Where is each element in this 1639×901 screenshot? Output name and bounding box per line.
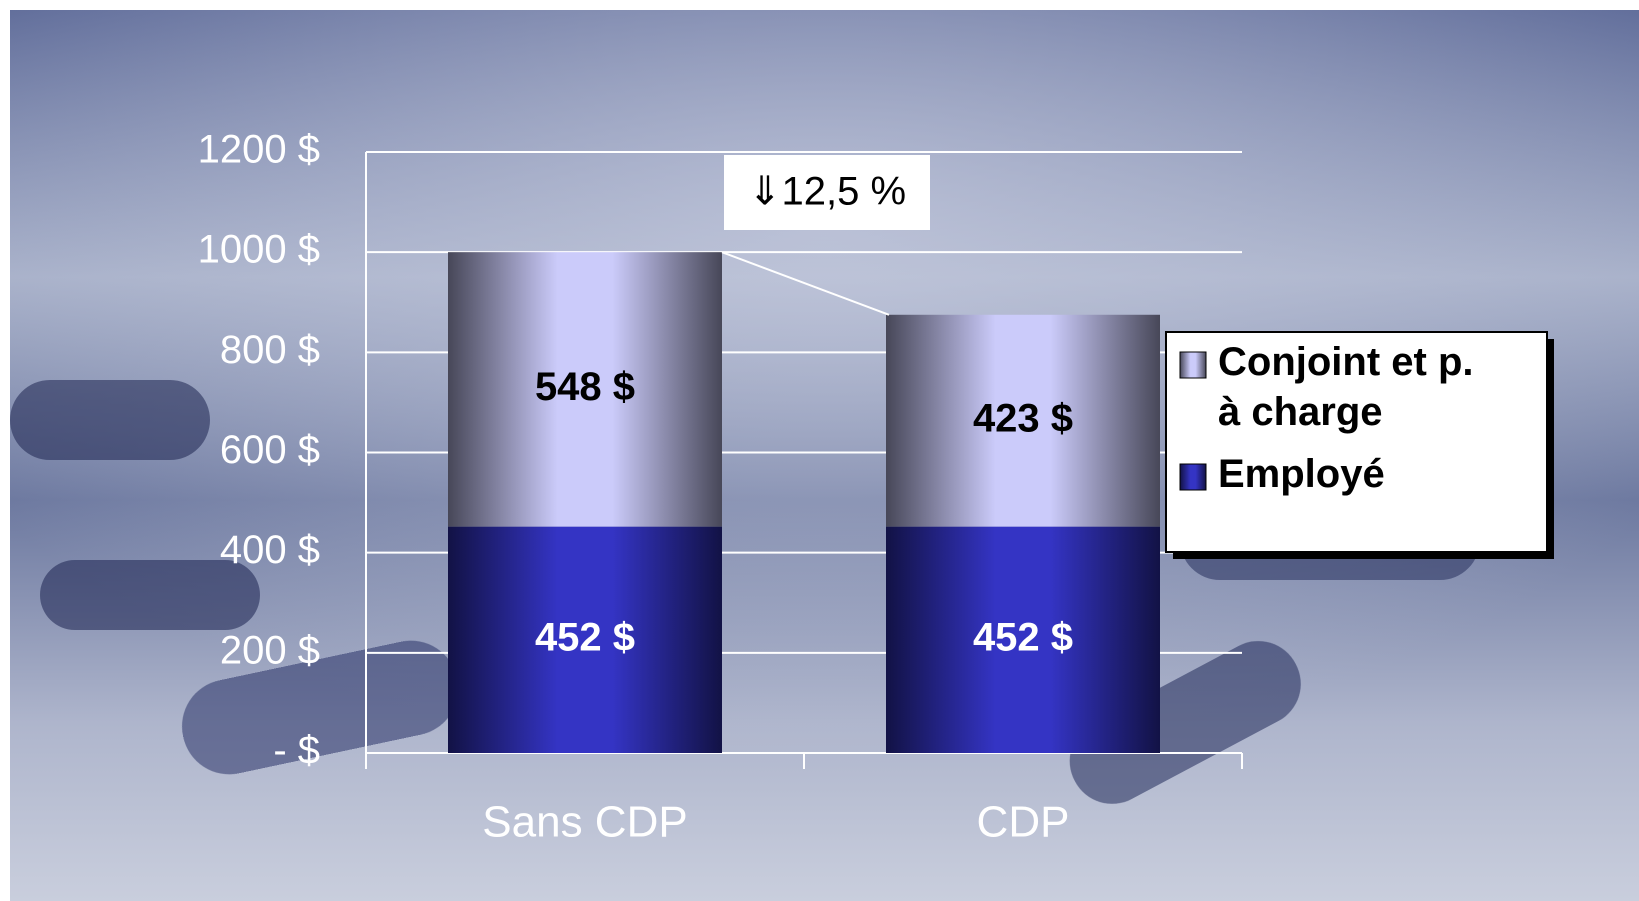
y-tick-label: - $: [273, 729, 320, 773]
chart: - $ 200 $ 400 $ 600 $ 800 $ 1000 $ 1200 $ 452 $…: [0, 0, 1639, 901]
x-tick-label: Sans CDP: [482, 798, 687, 847]
value-label: 548 $: [535, 365, 635, 409]
value-label: 452 $: [535, 615, 635, 659]
annotation: ⇓12,5 %: [748, 170, 906, 214]
y-tick-label: 600 $: [220, 428, 320, 472]
y-tick-label: 800 $: [220, 328, 320, 372]
y-tick-label: 200 $: [220, 628, 320, 672]
legend-swatch: [1180, 352, 1206, 378]
x-tick-label: CDP: [977, 798, 1070, 847]
legend-swatch: [1180, 464, 1206, 490]
y-tick-label: 1200 $: [198, 128, 320, 172]
value-label: 452 $: [973, 615, 1073, 659]
value-label: 423 $: [973, 396, 1073, 440]
legend-label: Employé: [1218, 452, 1385, 496]
y-tick-label: 1000 $: [198, 228, 320, 272]
y-tick-label: 400 $: [220, 528, 320, 572]
